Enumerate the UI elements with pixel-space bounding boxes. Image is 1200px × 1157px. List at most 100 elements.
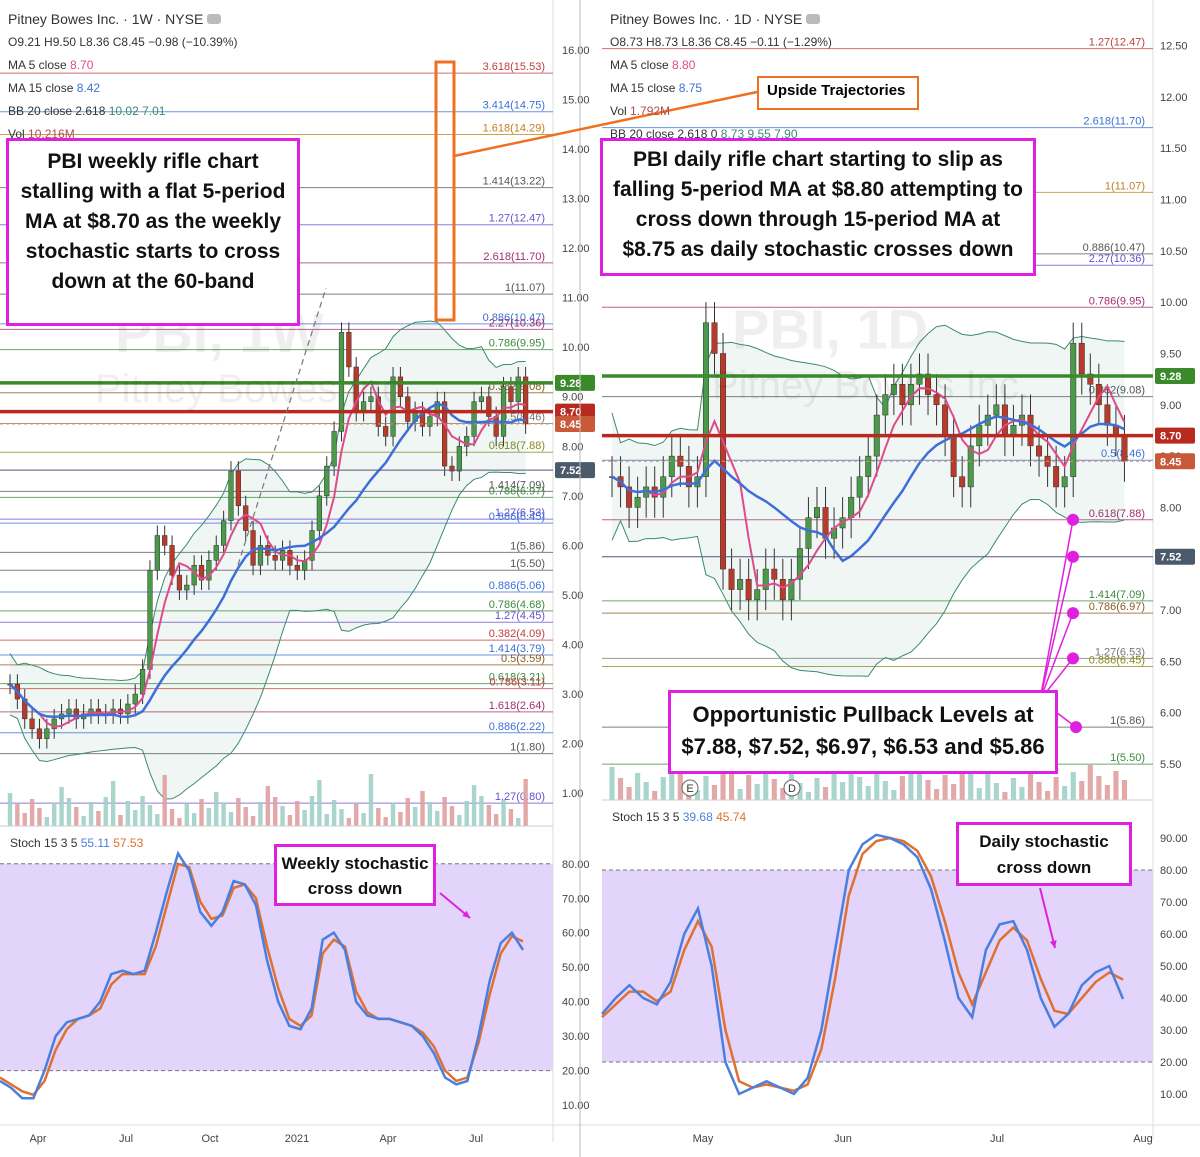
y-tick-label: 6.00 [1160, 708, 1181, 720]
volume-bar [891, 790, 897, 800]
volume-bar [985, 774, 991, 800]
candle-body [176, 574, 183, 591]
volume-bar [103, 797, 108, 826]
stoch-tick-label: 50.00 [562, 962, 590, 974]
volume-bar [1027, 748, 1034, 800]
fib-label: 1(5.86) [510, 540, 545, 552]
pullback-connector [1039, 519, 1074, 701]
candle-body [228, 470, 234, 521]
volume-bar [493, 814, 499, 826]
fib-label: 1(5.50) [1110, 752, 1145, 764]
volume-bar [865, 786, 871, 800]
candle-body [702, 322, 709, 477]
stoch-tick-label: 20.00 [1160, 1057, 1188, 1069]
volume-bar [331, 800, 337, 826]
eye-icon[interactable] [806, 14, 821, 24]
weekly-callout: PBI weekly rifle chart stalling with a f… [6, 138, 300, 326]
fib-label: 3.414(14.75) [483, 100, 545, 112]
fib-label: 0.786(4.68) [489, 599, 545, 611]
fib-label: 0.886(6.45) [489, 511, 545, 523]
volume-bar [15, 804, 20, 826]
trend-line [237, 287, 327, 566]
y-tick-label: 15.00 [562, 94, 590, 106]
candle-body [933, 394, 940, 406]
y-tick-label: 11.00 [1160, 195, 1187, 207]
daily-stochastic-panel: 90.00 80.00 70.00 60.00 50.00 40.00 30.00 20.00… [601, 802, 1188, 1140]
stoch-tick-label: 10.00 [1160, 1089, 1188, 1101]
volume-bar [677, 772, 683, 800]
y-tick-label: 10.00 [562, 342, 590, 354]
weekly-legend: Pitney Bowes Inc. · 1W · NYSE O9.21 H9.5… [8, 8, 238, 146]
volume-bar [221, 803, 226, 826]
ma15-line [611, 415, 1125, 563]
daily-callout: PBI daily rifle chart starting to slip a… [600, 138, 1036, 276]
stoch-tick-label: 40.00 [1160, 993, 1188, 1005]
weekly-x-tick: Jul [469, 1133, 483, 1145]
candle-body [745, 579, 752, 601]
fib-label: 0.886(2.22) [489, 721, 545, 733]
weekly-vol-label: Vol [8, 127, 25, 141]
volume-bar [88, 802, 94, 826]
candle-body [728, 568, 735, 590]
stoch-tick-label: 70.00 [562, 893, 590, 905]
stoch-tick-label: 60.00 [562, 928, 590, 940]
candle-body [51, 718, 57, 730]
candle-body [471, 401, 477, 437]
candle-body [29, 718, 35, 730]
fib-label: 2.27(10.36) [1089, 253, 1145, 265]
price-tag-label: 9.28 [560, 378, 581, 390]
stoch-tick-label: 80.00 [562, 859, 590, 871]
fib-label: 1.414(7.09) [489, 479, 545, 491]
candle-body [257, 545, 264, 566]
price-tag [555, 374, 595, 391]
volume-bar [805, 792, 812, 800]
fib-label: 0.618(3.21) [489, 672, 545, 684]
y-tick-label: 11.00 [562, 293, 589, 305]
volume-bar [59, 787, 64, 826]
price-tag [555, 415, 595, 432]
watermark-company: Pitney Bowes Inc. [712, 363, 1030, 407]
volume-bar [486, 805, 492, 826]
candle-body [668, 455, 675, 477]
volume-bar [405, 798, 410, 826]
fib-label: 1.414(3.79) [489, 643, 545, 655]
candle-body [250, 530, 256, 566]
daily-stoch-arrow-head [1049, 940, 1057, 948]
volume-bar [508, 809, 514, 826]
candle-body [147, 569, 153, 670]
volume-bar [959, 770, 965, 800]
volume-bar [848, 766, 854, 800]
weekly-stoch-d: 57.53 [113, 836, 144, 850]
eye-icon[interactable] [207, 14, 222, 24]
price-tag [1155, 427, 1195, 444]
candle-body [169, 545, 175, 576]
candle-body [162, 535, 168, 546]
fib-label: 1(11.07) [1105, 180, 1145, 192]
candle-body [1053, 466, 1060, 488]
daily-bb-value1: 8.73 [720, 127, 745, 141]
candle-body [221, 520, 227, 546]
daily-stoch-legend: Stoch 15 3 5 39.68 45.74 [612, 810, 746, 824]
candle-body [287, 550, 293, 566]
candle-body [626, 486, 633, 508]
ma5-line [9, 380, 526, 728]
candle-body [478, 396, 485, 402]
fib-label: 3.618(15.53) [483, 61, 545, 73]
volume-bar [908, 760, 914, 800]
volume-bar [228, 812, 234, 826]
volume-bar [324, 814, 329, 826]
bollinger-lower [611, 498, 1125, 677]
fib-label: 1(11.07) [505, 282, 545, 294]
volume-bar [29, 799, 35, 826]
volume-bar [339, 809, 344, 826]
price-tag-label: 8.45 [560, 419, 581, 431]
volume-bar [660, 777, 666, 800]
ma15-line [9, 402, 526, 719]
volume-bar [398, 812, 403, 826]
fib-label: 1(5.86) [1110, 715, 1145, 727]
volume-bar [420, 791, 425, 826]
y-tick-label: 4.00 [562, 640, 583, 652]
y-tick-label: 5.00 [562, 590, 583, 602]
candle-body [1078, 342, 1085, 375]
fib-label: 0.618(7.88) [489, 440, 545, 452]
